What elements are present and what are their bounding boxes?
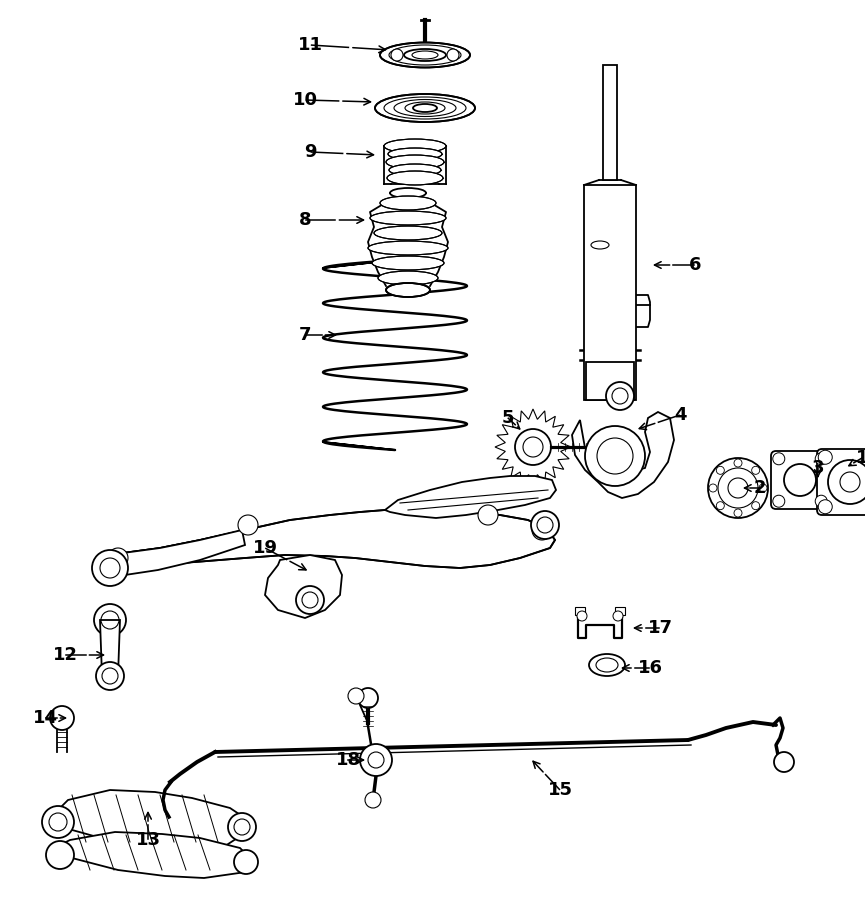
Circle shape <box>358 688 378 708</box>
Ellipse shape <box>388 148 442 160</box>
Bar <box>575 607 585 615</box>
Text: 13: 13 <box>136 831 161 849</box>
Circle shape <box>716 466 724 474</box>
Circle shape <box>96 662 124 690</box>
Circle shape <box>365 792 381 808</box>
Circle shape <box>94 604 126 636</box>
Ellipse shape <box>380 42 470 68</box>
Text: 6: 6 <box>689 256 702 274</box>
Circle shape <box>815 495 827 508</box>
Text: 3: 3 <box>811 459 824 477</box>
Circle shape <box>296 586 324 614</box>
Circle shape <box>42 806 74 838</box>
Polygon shape <box>100 508 555 568</box>
Circle shape <box>92 550 128 586</box>
Circle shape <box>391 49 403 61</box>
Text: 2: 2 <box>753 479 766 497</box>
Ellipse shape <box>370 211 446 225</box>
Ellipse shape <box>387 171 443 185</box>
Ellipse shape <box>390 188 426 198</box>
Text: 4: 4 <box>674 406 686 424</box>
Circle shape <box>523 437 543 457</box>
Ellipse shape <box>386 283 430 297</box>
Text: 9: 9 <box>304 143 317 161</box>
Polygon shape <box>98 530 245 578</box>
Text: 16: 16 <box>638 659 663 677</box>
Ellipse shape <box>368 241 448 255</box>
Ellipse shape <box>375 94 475 122</box>
Circle shape <box>577 611 587 621</box>
Bar <box>584 185 636 400</box>
Circle shape <box>752 501 759 509</box>
Circle shape <box>590 439 606 455</box>
Circle shape <box>734 509 742 517</box>
Circle shape <box>360 744 392 776</box>
Circle shape <box>818 500 832 514</box>
Circle shape <box>759 484 767 492</box>
Text: 18: 18 <box>336 751 361 769</box>
Text: 15: 15 <box>548 781 573 799</box>
Circle shape <box>772 453 785 464</box>
Bar <box>586 362 634 400</box>
Circle shape <box>46 841 74 869</box>
Circle shape <box>532 520 552 540</box>
Text: 7: 7 <box>298 326 311 344</box>
Circle shape <box>818 450 832 464</box>
Circle shape <box>478 505 498 525</box>
Circle shape <box>709 484 717 492</box>
Text: 5: 5 <box>502 409 515 427</box>
Circle shape <box>447 49 459 61</box>
Circle shape <box>772 495 785 508</box>
Polygon shape <box>100 620 120 676</box>
Ellipse shape <box>386 155 444 169</box>
Bar <box>603 65 617 180</box>
Text: 17: 17 <box>648 619 672 637</box>
FancyBboxPatch shape <box>771 451 829 509</box>
Circle shape <box>531 511 559 539</box>
Circle shape <box>585 426 645 486</box>
Polygon shape <box>48 790 248 852</box>
Circle shape <box>708 458 768 518</box>
Text: 12: 12 <box>53 646 78 664</box>
Ellipse shape <box>384 139 446 153</box>
Circle shape <box>348 688 364 704</box>
Circle shape <box>515 429 551 465</box>
Circle shape <box>238 515 258 535</box>
Circle shape <box>108 548 128 568</box>
Text: 10: 10 <box>292 91 317 109</box>
Circle shape <box>234 850 258 874</box>
Circle shape <box>50 706 74 730</box>
Circle shape <box>752 466 759 474</box>
Circle shape <box>815 453 827 464</box>
Circle shape <box>606 382 634 410</box>
Ellipse shape <box>374 226 442 240</box>
Text: 11: 11 <box>298 36 323 54</box>
FancyBboxPatch shape <box>817 449 865 515</box>
Ellipse shape <box>380 196 436 210</box>
Ellipse shape <box>372 256 444 270</box>
Ellipse shape <box>589 654 625 676</box>
Polygon shape <box>50 832 252 878</box>
Text: 1: 1 <box>855 449 865 467</box>
Polygon shape <box>385 476 556 518</box>
Text: 19: 19 <box>253 539 278 557</box>
Circle shape <box>228 813 256 841</box>
Ellipse shape <box>389 164 441 176</box>
Ellipse shape <box>378 271 438 285</box>
Circle shape <box>774 752 794 772</box>
Text: 8: 8 <box>298 211 311 229</box>
Circle shape <box>734 459 742 467</box>
Polygon shape <box>572 412 674 498</box>
Polygon shape <box>265 555 342 618</box>
Polygon shape <box>495 409 571 485</box>
Text: 14: 14 <box>33 709 57 727</box>
Bar <box>615 607 625 615</box>
Circle shape <box>716 501 724 509</box>
Circle shape <box>613 611 623 621</box>
